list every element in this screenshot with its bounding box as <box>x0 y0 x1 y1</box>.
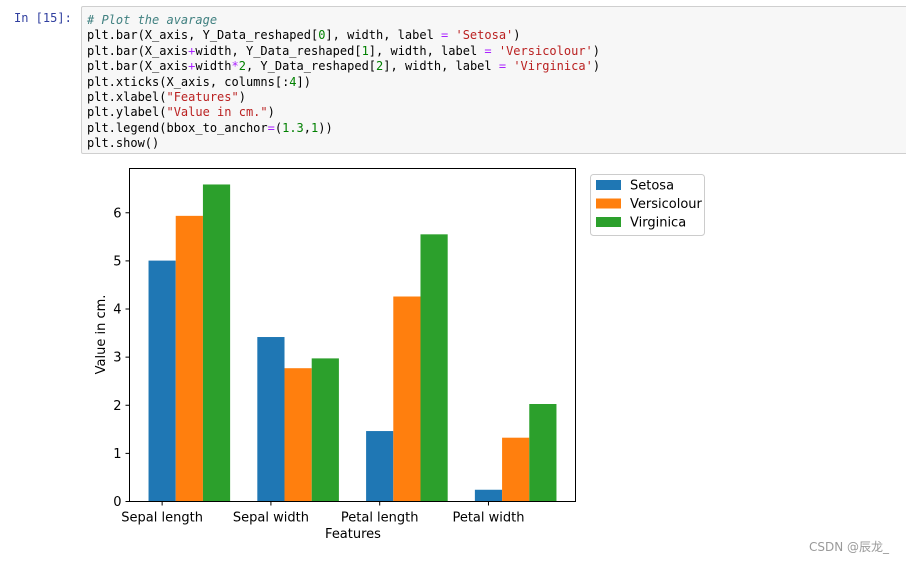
code-token: 0 <box>318 28 326 43</box>
legend-label-versicolour: Versicolour <box>630 197 703 212</box>
y-tick-label: 0 <box>113 495 121 510</box>
code-token: ( <box>274 120 283 135</box>
bar-versicolour-1 <box>284 368 312 502</box>
code-token: ) <box>238 89 246 104</box>
x-tick-label: Petal width <box>452 511 524 526</box>
code-cell[interactable]: # Plot the avarage plt.bar(X_axis, Y_Data… <box>81 6 906 154</box>
code-token <box>492 44 499 58</box>
code-token: plt.ylabel( <box>87 105 167 120</box>
y-tick-label: 4 <box>113 303 121 318</box>
y-tick-label: 6 <box>113 206 121 221</box>
bar-setosa-1 <box>257 337 285 502</box>
code-token: = <box>267 120 275 135</box>
code-token: * <box>231 59 239 74</box>
code-token: 1 <box>361 43 369 58</box>
code-token: ], width, label <box>383 59 499 74</box>
bar-setosa-0 <box>148 260 176 502</box>
code-token: , <box>303 120 312 135</box>
bar-setosa-2 <box>366 431 394 502</box>
code-token: 'Setosa' <box>455 28 514 43</box>
code-line: plt.bar(X_axis+width*2, Y_Data_reshaped[… <box>87 59 600 74</box>
code-token: ) <box>267 105 275 120</box>
code-line: plt.ylabel("Value in cm.") <box>87 105 600 120</box>
code-token: + <box>188 43 196 58</box>
code-token: ], width, label <box>325 28 442 43</box>
bar-virginica-3 <box>529 404 557 502</box>
code-token: + <box>188 59 196 74</box>
x-axis-label: Features <box>325 527 381 542</box>
code-token: , Y_Data_reshaped[ <box>245 59 377 74</box>
bar-virginica-0 <box>202 184 231 502</box>
code-token: = <box>441 28 449 43</box>
y-tick-label: 2 <box>113 399 121 414</box>
legend-swatch-setosa <box>596 180 621 190</box>
code-token: 2 <box>238 59 246 74</box>
code-token: plt.bar(X_axis <box>87 59 189 74</box>
cell-prompt: In [15]: <box>14 11 72 25</box>
y-axis-label: Value in cm. <box>94 295 109 375</box>
bars-group <box>148 184 557 502</box>
code-token: "Features" <box>166 89 239 104</box>
y-tick-label: 5 <box>113 254 121 269</box>
code-token: plt.xlabel( <box>87 89 167 104</box>
legend-label-virginica: Virginica <box>630 216 686 231</box>
code-line: plt.show() <box>87 136 600 151</box>
code-token: width <box>195 59 232 74</box>
code-line: plt.xlabel("Features") <box>87 90 600 105</box>
code-token: width, Y_Data_reshaped[ <box>195 43 362 58</box>
code-token: 1.3 <box>282 120 304 135</box>
bar-virginica-1 <box>311 358 339 502</box>
bar-versicolour-2 <box>393 296 421 502</box>
code-token: ) <box>592 59 601 74</box>
code-token: 'Virginica' <box>513 59 593 74</box>
code-line: plt.xticks(X_axis, columns[:4]) <box>87 75 600 90</box>
code-token: plt.legend(bbox_to_anchor <box>87 120 268 135</box>
plot-frame <box>129 168 576 502</box>
bar-chart: 0 1 2 3 4 5 6 Sepal length Sepal width Petal len… <box>94 168 705 542</box>
legend: Setosa Versicolour Virginica <box>590 174 705 236</box>
x-tick-label: Petal length <box>341 511 419 526</box>
bar-virginica-2 <box>420 234 448 502</box>
watermark: CSDN @辰龙_ <box>809 540 890 554</box>
code-token: # Plot the avarage <box>87 13 218 27</box>
code-token: ) <box>592 43 601 58</box>
code-token: ], width, label <box>368 43 485 58</box>
code-token: ]) <box>296 74 311 89</box>
y-axis: 0 1 2 3 4 5 6 <box>113 206 130 510</box>
code-line: # Plot the avarage <box>87 13 600 28</box>
x-tick-label: Sepal length <box>121 511 203 526</box>
code-token: plt.xticks(X_axis, columns[: <box>87 74 290 89</box>
x-tick-label: Sepal width <box>233 511 309 526</box>
code-token: 4 <box>289 74 297 89</box>
code-line: plt.legend(bbox_to_anchor=(1.3,1)) <box>87 121 600 136</box>
code-token: = <box>498 59 507 74</box>
code-token: 1 <box>311 120 319 135</box>
code-token: 'Versicolour' <box>498 43 593 58</box>
y-tick-label: 1 <box>113 447 121 462</box>
bar-setosa-3 <box>474 489 503 502</box>
code-token: plt.bar(X_axis <box>87 43 189 58</box>
code-editor[interactable]: # Plot the avarage plt.bar(X_axis, Y_Data… <box>87 13 600 152</box>
code-token: = <box>484 43 492 58</box>
legend-swatch-versicolour <box>596 198 621 209</box>
code-token: plt.bar(X_axis, Y_Data_reshaped[ <box>87 28 319 43</box>
y-tick-label: 3 <box>113 351 121 366</box>
bar-versicolour-0 <box>175 215 203 502</box>
legend-swatch-virginica <box>596 217 621 227</box>
bar-versicolour-3 <box>502 437 530 502</box>
code-token: "Value in cm." <box>166 105 268 120</box>
code-token: plt.show() <box>87 136 160 151</box>
code-token: )) <box>318 120 333 135</box>
legend-label-setosa: Setosa <box>630 179 674 194</box>
x-axis: Sepal length Sepal width Petal length Petal… <box>121 501 524 526</box>
code-line: plt.bar(X_axis, Y_Data_reshaped[0], widt… <box>87 28 600 43</box>
code-token: 2 <box>376 59 384 74</box>
code-token: ) <box>513 28 521 43</box>
code-line: plt.bar(X_axis+width, Y_Data_reshaped[1]… <box>87 44 600 59</box>
